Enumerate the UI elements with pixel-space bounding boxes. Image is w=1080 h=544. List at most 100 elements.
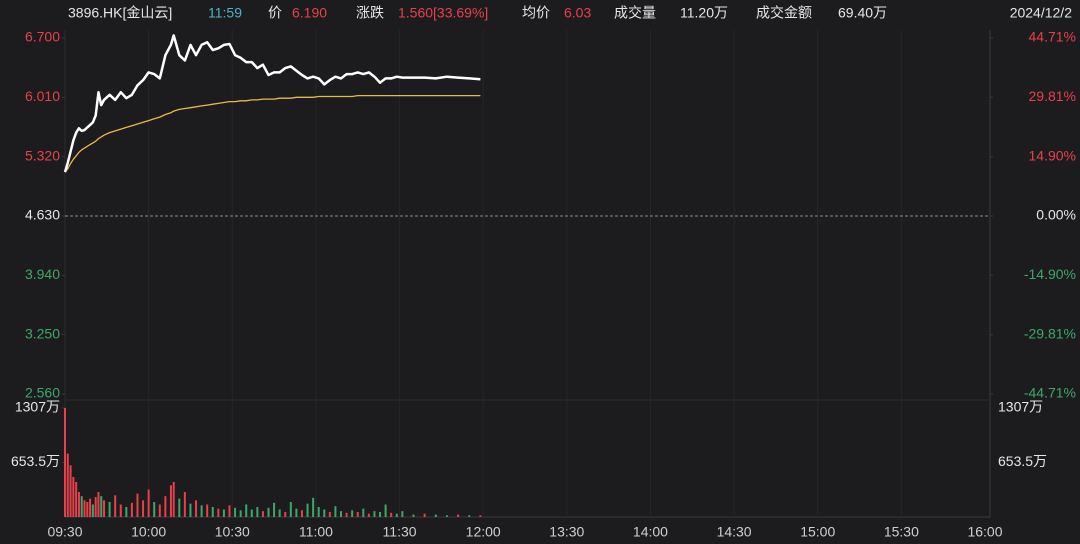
volume-bar [77,491,80,517]
volume-bar [328,511,331,517]
volume-bar [395,513,398,517]
x-tick-label: 10:30 [215,524,250,540]
volume-bar [351,510,354,517]
volume-bar [64,408,66,517]
volume-bar [239,510,242,517]
x-tick-label: 15:30 [884,524,919,540]
volume-bar [390,512,393,517]
volume-bar [401,511,404,517]
y-tick-label: 5.320 [25,147,60,163]
volume-bar [80,496,83,517]
volume-bar [200,505,203,517]
volume-bar [445,515,448,517]
y-tick-label: 4.630 [25,207,60,223]
volume-bar [340,511,342,517]
volume-bar [153,501,156,517]
x-tick-label: 13:30 [549,524,584,540]
volume-bar [147,489,150,517]
change-label: 涨跌 [356,5,384,21]
volume-bar [83,500,86,517]
x-tick-label: 12:00 [466,524,501,540]
avg-label: 均价 [522,5,550,21]
volume-tick-label: 653.5万 [11,453,60,469]
x-tick-label: 16:00 [967,524,1002,540]
volume-bar [125,506,128,517]
volume-bar [306,503,309,517]
volume-bar [114,495,117,517]
volume-bar [367,513,370,517]
y2-tick-label: -44.71% [1024,385,1076,401]
x-tick-label: 14:30 [717,524,752,540]
x-tick-label: 14:00 [633,524,668,540]
volume-bar [206,504,209,517]
volume-bar [373,511,376,517]
volume-bar [183,491,186,517]
header: 3896.HK[金山云] 11:59 价 6.190 涨跌 1.560[33.6… [68,5,1072,21]
volume-bar [468,515,471,517]
volume-bar [72,476,75,517]
x-tick-label: 11:30 [383,524,417,540]
volume-bar [300,510,303,517]
volume-bar [250,509,253,517]
volume-bar [362,508,365,517]
y-tick-label: 2.560 [25,385,60,401]
volume-bar [245,504,248,517]
volume-bar [195,500,198,517]
x-tick-label: 09:30 [47,524,82,540]
volume-bar [256,506,259,517]
volume: 11.20万 [680,5,728,21]
volume-bar [189,503,192,517]
volume-bar [158,504,161,517]
x-tick-label: 10:00 [131,524,166,540]
volume-bar [142,500,145,517]
amount-label: 成交金额 [756,5,812,21]
volume-label: 成交量 [614,5,656,21]
volume-bar [457,514,460,517]
price-line [64,94,481,173]
date: 2024/12/2 [1010,5,1072,21]
volume-bar [86,501,89,517]
volume-bar [384,504,387,517]
volume-tick-label-right: 1307万 [998,399,1043,415]
y-tick-label: 3.250 [25,325,60,341]
y2-tick-label: 14.90% [1029,147,1076,163]
volume-bar [164,496,167,517]
volume-bar [222,509,225,517]
volume-bar [284,511,287,517]
volume-bar [119,504,122,517]
x-tick-label: 11:00 [299,524,333,540]
volume-bar [211,506,214,517]
avg: 6.03 [564,5,591,21]
volume-bar [295,508,298,517]
y2-tick-label: 44.71% [1029,29,1076,45]
volume-bar [172,481,175,517]
price-label: 价 [268,5,282,21]
volume-bar [323,509,326,517]
volume-bar [234,507,237,517]
volume-bar [228,505,231,517]
volume-bar [75,481,78,517]
code: 3896.HK[金山云] [68,5,172,21]
volume-tick-label: 1307万 [15,399,60,415]
volume-bar [423,513,426,517]
volume-bar [261,511,264,517]
volume-bar [130,502,133,517]
volume-bar [434,514,437,517]
volume-bar [66,453,69,517]
y2-tick-label: -14.90% [1024,266,1076,282]
volume-bar [97,491,100,517]
amount: 69.40万 [838,5,887,21]
volume-bar [479,515,482,517]
y2-tick-label: 29.81% [1029,88,1076,104]
volume-bar [412,514,415,517]
x-tick-label: 15:00 [800,524,835,540]
volume-bar [334,506,337,517]
time: 11:59 [208,5,242,21]
volume-bar [108,501,111,517]
volume-bar [100,496,103,517]
volume-bar [94,496,97,517]
volume-bar [69,465,72,517]
volume-tick-label-right: 653.5万 [998,453,1047,469]
